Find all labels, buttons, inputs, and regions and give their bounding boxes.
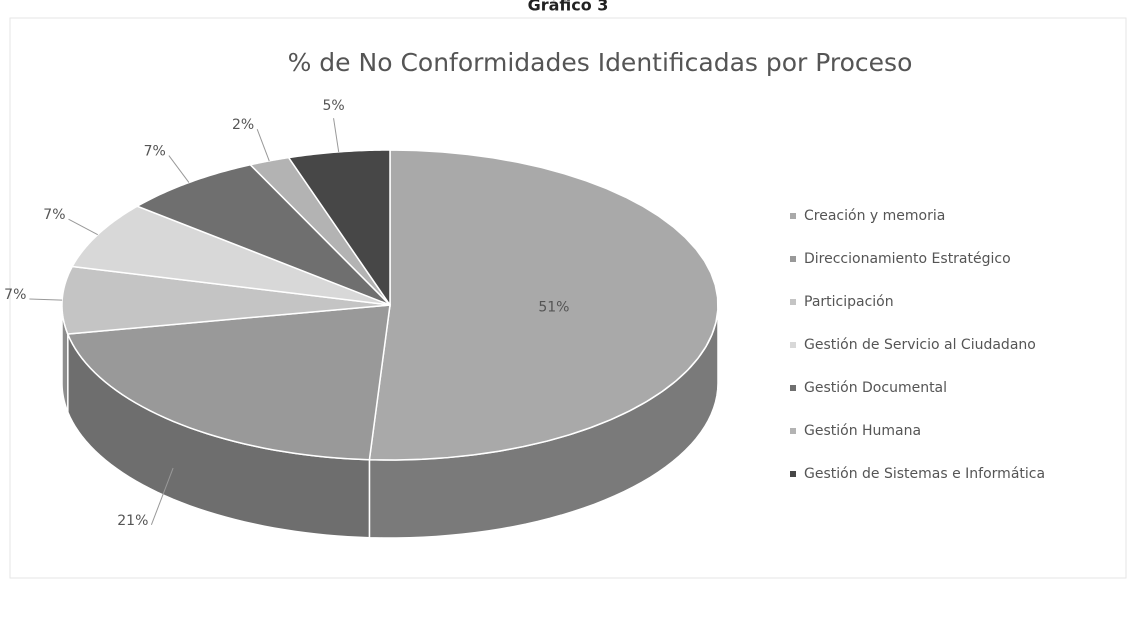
- legend-label: Creación y memoria: [804, 208, 945, 224]
- pie-slice: [368, 149, 719, 461]
- leader-line: [68, 218, 98, 236]
- legend-label: Gestión Humana: [804, 423, 921, 439]
- data-label: 2%: [232, 117, 254, 133]
- legend-label: Participación: [804, 294, 894, 310]
- legend-label: Gestión de Sistemas e Informática: [804, 466, 1045, 482]
- leader-line: [256, 129, 270, 162]
- data-label: 5%: [322, 98, 344, 114]
- leader-line: [29, 298, 63, 301]
- legend-label: Direccionamiento Estratégico: [804, 251, 1011, 267]
- data-label: 7%: [4, 287, 26, 303]
- legend-swatch: [790, 385, 796, 391]
- legend-swatch: [790, 471, 796, 477]
- legend-swatch: [790, 213, 796, 219]
- pie-slice: [248, 156, 391, 306]
- leader-line: [168, 155, 190, 183]
- data-label: 51%: [538, 299, 569, 315]
- legend-swatch: [790, 428, 796, 434]
- leader-line: [150, 467, 174, 526]
- data-label: 7%: [43, 207, 65, 223]
- leader-line: [333, 118, 340, 152]
- data-label: 7%: [144, 144, 166, 160]
- data-label: 21%: [117, 513, 148, 529]
- legend-swatch: [790, 256, 796, 262]
- pie-slice: [66, 304, 391, 461]
- legend-label: Gestión de Servicio al Ciudadano: [804, 337, 1036, 353]
- legend-swatch: [790, 299, 796, 305]
- chart-title: % de No Conformidades Identificadas por …: [288, 48, 913, 77]
- legend-swatch: [790, 342, 796, 348]
- legend-label: Gestión Documental: [804, 380, 947, 396]
- heading: Gráfico 3: [528, 0, 609, 15]
